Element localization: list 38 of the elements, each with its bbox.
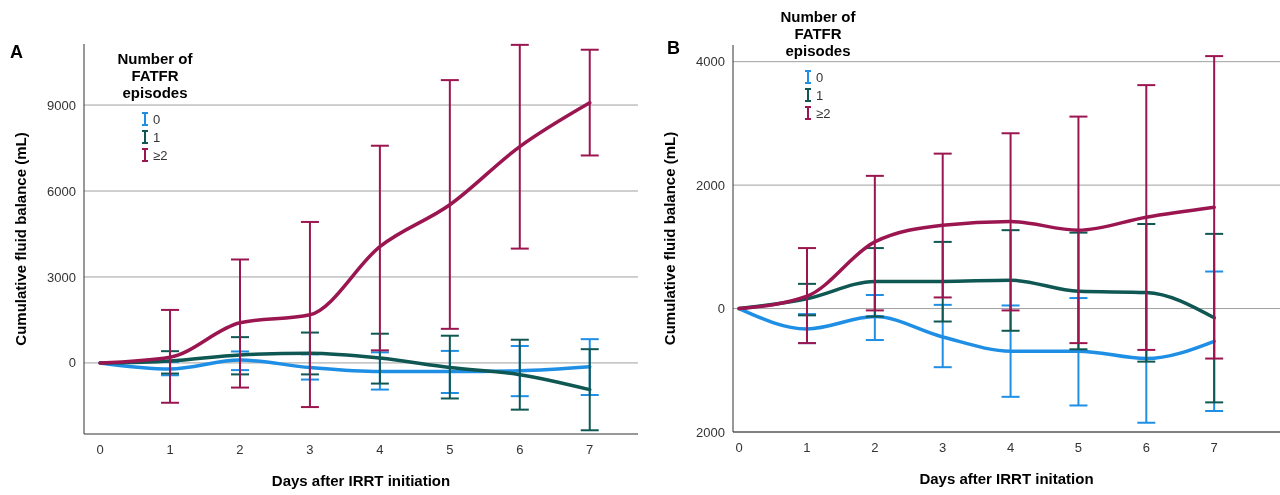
y-tick-label: 4000 — [696, 54, 725, 70]
x-tick-label: 4 — [1006, 440, 1015, 455]
x-tick-label: 5 — [446, 442, 454, 457]
legend-label: 0 — [153, 111, 161, 127]
y-tick-label: 2000 — [696, 424, 725, 440]
x-tick-label: 5 — [1074, 440, 1083, 455]
chart-title: B — [667, 38, 680, 58]
x-tick-label: 6 — [1142, 440, 1150, 455]
legend-label: 1 — [816, 87, 824, 103]
y-tick-label: 6000 — [47, 183, 76, 199]
x-tick-label: 7 — [586, 442, 594, 457]
y-tick-label: 0 — [68, 355, 76, 371]
y-tick-label: 2000 — [696, 177, 725, 193]
y-tick-label: 3000 — [47, 269, 76, 285]
legend-label: 1 — [153, 129, 161, 145]
x-tick-label: 0 — [735, 440, 743, 455]
x-tick-label: 6 — [516, 442, 524, 457]
y-tick-label: 0 — [717, 301, 725, 317]
x-axis-title: Days after IRRT initation — [919, 470, 1094, 487]
x-tick-label: 3 — [939, 440, 947, 455]
x-tick-label: 2 — [236, 442, 244, 457]
x-axis-title: Days after IRRT initiation — [271, 472, 451, 489]
x-tick-label: 7 — [1210, 440, 1218, 455]
x-tick-label: 1 — [803, 440, 811, 455]
x-tick-label: 2 — [871, 440, 879, 455]
y-axis-title: Cumulative fluid balance (mL) — [12, 132, 29, 346]
x-tick-label: 1 — [166, 442, 174, 457]
y-axis-title: Cumulative fluid balance (mL) — [661, 131, 678, 346]
legend-label: 0 — [816, 69, 824, 85]
legend-title: Number of FATFR episodes — [117, 50, 194, 101]
y-tick-label: 9000 — [47, 97, 76, 113]
x-tick-label: 4 — [376, 442, 384, 457]
x-tick-label: 0 — [96, 442, 104, 457]
chart-title: A — [10, 42, 23, 62]
legend-label: ≥2 — [153, 147, 168, 163]
legend-label: ≥2 — [816, 105, 831, 121]
x-tick-label: 3 — [306, 442, 314, 457]
legend-title: Number of FATFR episodes — [780, 8, 857, 59]
